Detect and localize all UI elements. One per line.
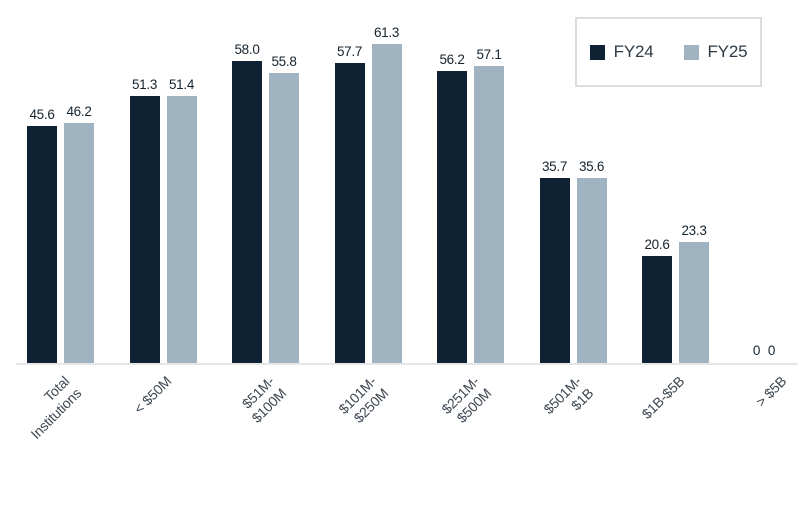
value-label-fy25-101m-250m: 61.3	[373, 25, 400, 40]
legend: FY24 FY25	[575, 17, 762, 87]
fy25-swatch-icon	[683, 44, 699, 60]
bar-fy25-251m-500m	[474, 66, 504, 364]
bar-fy25-1b-5b	[679, 242, 709, 364]
bar-fy25-51m-100m	[269, 73, 299, 364]
bar-fy24-total-institutions	[27, 126, 57, 364]
value-label-fy24-50m: 51.3	[131, 77, 158, 92]
bar-fy25-101m-250m	[371, 44, 402, 364]
value-label-fy25-501m-1b: 35.6	[578, 159, 605, 174]
legend-item-fy24: FY24	[589, 42, 654, 62]
bar-chart: 45.6 46.2 51.3 51.4 58.0 55.8 57.7 61.3 56.2 57.1…	[16, 17, 798, 442]
bar-fy24-50m	[129, 96, 160, 364]
value-label-fy24-501m-1b: 35.7	[541, 159, 568, 174]
value-label-fy24-51m-100m: 58.0	[234, 42, 260, 57]
value-label-fy25-total-institutions: 46.2	[66, 104, 92, 119]
bar-fy25-50m	[166, 96, 197, 364]
value-label-fy24-251m-500m: 56.2	[439, 52, 465, 67]
value-label-fy24-5b: 0	[752, 343, 761, 358]
fy25-legend-label: FY25	[707, 42, 748, 61]
x-tick-label-total-institutions: Total Institutions	[26, 373, 84, 442]
value-label-fy24-1b-5b: 20.6	[644, 237, 670, 252]
legend-item-fy25: FY25	[683, 42, 748, 62]
bar-fy25-501m-1b	[576, 178, 607, 364]
value-label-fy25-251m-500m: 57.1	[476, 47, 502, 62]
bar-fy24-251m-500m	[437, 71, 467, 364]
value-label-fy24-total-institutions: 45.6	[29, 107, 55, 122]
value-label-fy25-5b: 0	[767, 343, 776, 358]
value-label-fy24-101m-250m: 57.7	[336, 44, 363, 59]
value-label-fy25-1b-5b: 23.3	[681, 223, 707, 238]
x-axis-line	[16, 363, 798, 365]
bar-fy24-101m-250m	[334, 63, 365, 364]
value-label-fy25-51m-100m: 55.8	[271, 54, 297, 69]
fy24-swatch-icon	[589, 44, 605, 60]
bar-fy24-1b-5b	[642, 256, 672, 364]
bar-fy25-total-institutions	[64, 123, 94, 364]
value-label-fy25-50m: 51.4	[168, 77, 195, 92]
bar-fy24-51m-100m	[232, 61, 262, 364]
bar-fy24-501m-1b	[539, 178, 570, 364]
fy24-legend-label: FY24	[613, 42, 654, 61]
